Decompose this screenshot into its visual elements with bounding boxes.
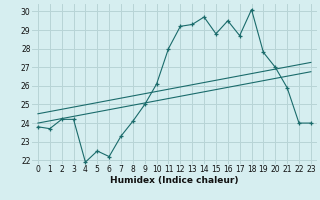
X-axis label: Humidex (Indice chaleur): Humidex (Indice chaleur) <box>110 176 239 185</box>
